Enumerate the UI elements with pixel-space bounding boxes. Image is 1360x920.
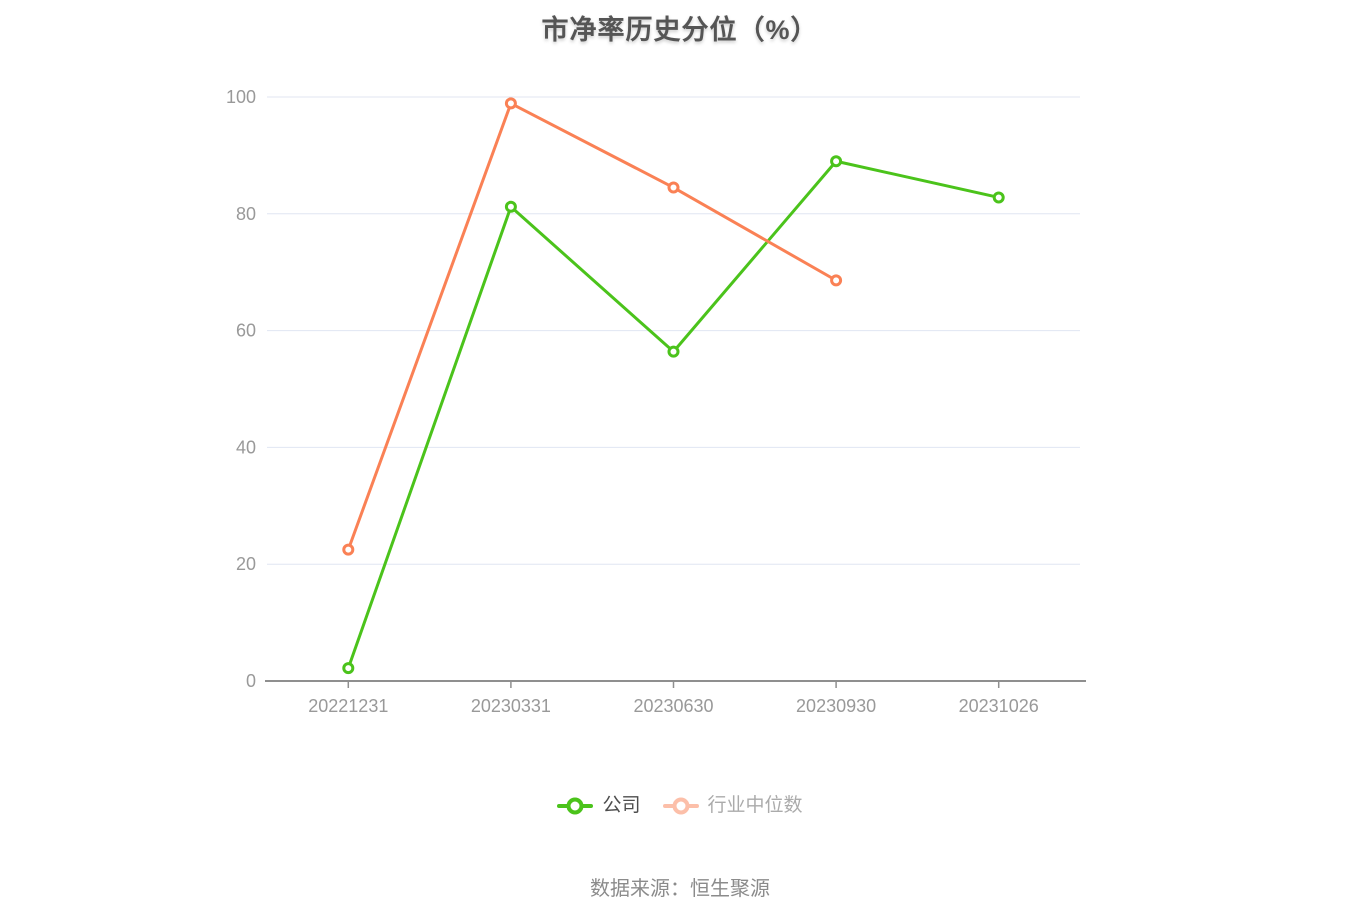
chart-title: 市净率历史分位（%）	[541, 15, 819, 45]
data-point-行业中位数[interactable]	[830, 274, 843, 287]
y-axis-tick-label: 0	[246, 671, 256, 691]
line-chart-canvas[interactable]: 0 20 40 60 80 100 20221231 20230331 20230630 2023…	[0, 0, 1360, 745]
series-line-行业中位数[interactable]	[346, 101, 838, 552]
company-series-marker-icon	[557, 797, 594, 814]
legend-item-industry-median[interactable]: 行业中位数	[662, 795, 803, 816]
series-line-公司[interactable]	[346, 159, 1001, 670]
legend-ring-icon	[672, 797, 689, 814]
x-axis-tick-label: 20230630	[633, 696, 713, 716]
x-axis-tick-label: 20230930	[796, 696, 876, 716]
data-source-note: 数据来源：恒生聚源	[590, 878, 770, 900]
data-point-公司[interactable]	[992, 191, 1005, 204]
data-point-行业中位数[interactable]	[667, 181, 680, 194]
x-axis-tick-label: 20231026	[959, 696, 1039, 716]
y-axis-tick-label: 40	[236, 437, 256, 457]
data-point-行业中位数[interactable]	[342, 543, 355, 556]
data-point-公司[interactable]	[830, 155, 843, 168]
y-axis-tick-label: 20	[236, 554, 256, 574]
data-point-行业中位数[interactable]	[504, 97, 517, 110]
y-axis-tick-label: 100	[226, 87, 256, 107]
x-axis-tick-label: 20230331	[471, 696, 551, 716]
legend-ring-icon	[566, 797, 584, 814]
data-point-公司[interactable]	[342, 662, 355, 675]
data-point-公司[interactable]	[667, 345, 680, 358]
industry-median-series-marker-icon	[662, 797, 699, 814]
legend: 公司 行业中位数	[0, 796, 1360, 815]
y-axis-tick-label: 80	[236, 204, 256, 224]
legend-label-company: 公司	[602, 795, 641, 816]
legend-item-company[interactable]: 公司	[557, 795, 641, 816]
data-point-公司[interactable]	[504, 200, 517, 213]
y-axis-tick-label: 60	[236, 321, 256, 341]
x-axis-tick-label: 20221231	[308, 696, 388, 716]
legend-label-industry-median: 行业中位数	[707, 795, 803, 816]
